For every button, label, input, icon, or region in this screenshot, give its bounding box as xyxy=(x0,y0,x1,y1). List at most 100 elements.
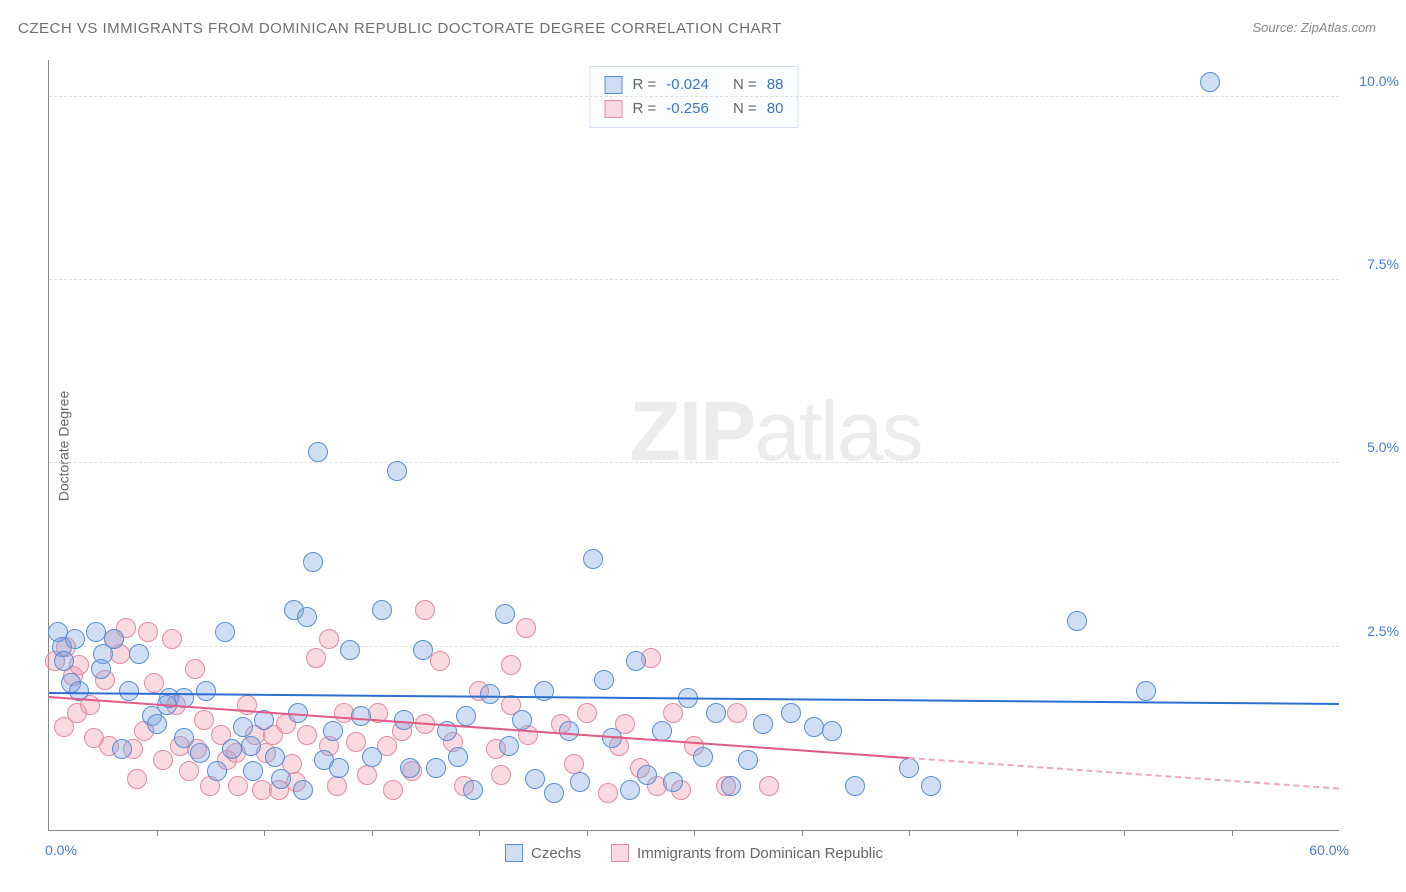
y-tick-label: 2.5% xyxy=(1367,623,1399,639)
data-point xyxy=(306,648,326,668)
r-label: R = xyxy=(633,73,657,97)
x-tick xyxy=(1124,830,1125,836)
data-point xyxy=(1136,681,1156,701)
legend-item-pink: Immigrants from Dominican Republic xyxy=(611,844,883,862)
data-point xyxy=(241,736,261,756)
x-tick xyxy=(694,830,695,836)
data-point xyxy=(598,783,618,803)
data-point xyxy=(721,776,741,796)
data-point xyxy=(297,725,317,745)
data-point xyxy=(207,761,227,781)
data-point xyxy=(516,618,536,638)
data-point xyxy=(480,684,500,704)
swatch-blue-icon xyxy=(605,76,623,94)
watermark: ZIPatlas xyxy=(630,383,922,480)
r-value-pink: -0.256 xyxy=(666,97,709,121)
data-point xyxy=(351,706,371,726)
y-tick-label: 10.0% xyxy=(1359,73,1399,89)
data-point xyxy=(65,629,85,649)
trend-line xyxy=(909,757,1339,790)
data-point xyxy=(112,739,132,759)
data-point xyxy=(400,758,420,778)
data-point xyxy=(501,655,521,675)
data-point xyxy=(362,747,382,767)
data-point xyxy=(559,721,579,741)
data-point xyxy=(323,721,343,741)
data-point xyxy=(327,776,347,796)
data-point xyxy=(738,750,758,770)
data-point xyxy=(1067,611,1087,631)
data-point xyxy=(179,761,199,781)
swatch-pink-icon xyxy=(605,100,623,118)
data-point xyxy=(781,703,801,723)
swatch-pink-icon xyxy=(611,844,629,862)
n-label: N = xyxy=(733,97,757,121)
data-point xyxy=(413,640,433,660)
data-point xyxy=(753,714,773,734)
data-point xyxy=(921,776,941,796)
data-point xyxy=(129,644,149,664)
data-point xyxy=(456,706,476,726)
data-point xyxy=(577,703,597,723)
source-label: Source: ZipAtlas.com xyxy=(1252,20,1376,35)
chart-container: CZECH VS IMMIGRANTS FROM DOMINICAN REPUB… xyxy=(0,0,1406,892)
data-point xyxy=(499,736,519,756)
data-point xyxy=(463,780,483,800)
data-point xyxy=(329,758,349,778)
x-tick xyxy=(1232,830,1233,836)
data-point xyxy=(372,600,392,620)
legend-row-pink: R = -0.256 N = 80 xyxy=(605,97,784,121)
data-point xyxy=(583,549,603,569)
data-point xyxy=(822,721,842,741)
watermark-bold: ZIP xyxy=(630,384,755,478)
data-point xyxy=(340,640,360,660)
data-point xyxy=(190,743,210,763)
data-point xyxy=(127,769,147,789)
data-point xyxy=(215,622,235,642)
gridline xyxy=(49,462,1339,463)
correlation-legend: R = -0.024 N = 88 R = -0.256 N = 80 xyxy=(590,66,799,128)
legend-row-blue: R = -0.024 N = 88 xyxy=(605,73,784,97)
data-point xyxy=(153,750,173,770)
legend-label-pink: Immigrants from Dominican Republic xyxy=(637,845,883,862)
r-label: R = xyxy=(633,97,657,121)
x-tick xyxy=(587,830,588,836)
x-tick xyxy=(157,830,158,836)
data-point xyxy=(383,780,403,800)
plot-area: ZIPatlas R = -0.024 N = 88 R = -0.256 N … xyxy=(48,60,1339,831)
r-value-blue: -0.024 xyxy=(666,73,709,97)
data-point xyxy=(652,721,672,741)
data-point xyxy=(1200,72,1220,92)
data-point xyxy=(491,765,511,785)
series-legend: Czechs Immigrants from Dominican Republi… xyxy=(505,844,883,862)
x-tick xyxy=(1017,830,1018,836)
data-point xyxy=(759,776,779,796)
data-point xyxy=(104,629,124,649)
data-point xyxy=(185,659,205,679)
data-point xyxy=(222,739,242,759)
data-point xyxy=(319,629,339,649)
data-point xyxy=(271,769,291,789)
x-tick xyxy=(802,830,803,836)
data-point xyxy=(663,772,683,792)
data-point xyxy=(91,659,111,679)
legend-label-blue: Czechs xyxy=(531,845,581,862)
data-point xyxy=(525,769,545,789)
gridline xyxy=(49,279,1339,280)
data-point xyxy=(663,703,683,723)
data-point xyxy=(308,442,328,462)
x-tick xyxy=(372,830,373,836)
y-tick-label: 7.5% xyxy=(1367,256,1399,272)
data-point xyxy=(637,765,657,785)
data-point xyxy=(620,780,640,800)
data-point xyxy=(415,600,435,620)
data-point xyxy=(693,747,713,767)
n-label: N = xyxy=(733,73,757,97)
data-point xyxy=(303,552,323,572)
data-point xyxy=(196,681,216,701)
swatch-blue-icon xyxy=(505,844,523,862)
data-point xyxy=(243,761,263,781)
data-point xyxy=(426,758,446,778)
x-tick xyxy=(479,830,480,836)
data-point xyxy=(147,714,167,734)
